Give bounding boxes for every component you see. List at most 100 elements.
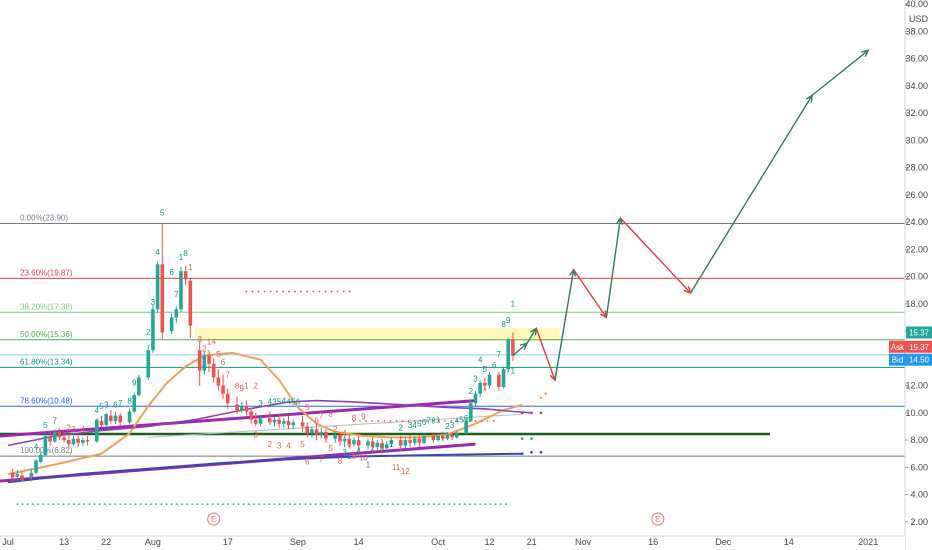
bar-count-label: 5 [300, 440, 305, 449]
candle-body [314, 429, 319, 435]
dotted-level-green [98, 503, 101, 506]
dotted-level-red [318, 290, 321, 293]
dotted-level-red-2 [419, 420, 422, 422]
time-tick-label: 13 [59, 537, 69, 547]
dotted-level-green [83, 503, 86, 506]
bar-count-label: 3 [408, 421, 413, 430]
candle-body [57, 431, 62, 438]
dotted-level-green [499, 503, 502, 506]
bar-count-label: 7 [319, 411, 324, 420]
candle-body [104, 414, 108, 426]
time-tick-label: Dec [715, 537, 732, 547]
projection-segment [554, 269, 575, 381]
bar-count-label: 2 [254, 381, 259, 390]
candle-body [455, 433, 459, 438]
upper-trendline [0, 399, 476, 438]
dotted-level-red-2 [438, 420, 440, 422]
candle-body [249, 411, 253, 420]
bar-count-label: 8 [352, 414, 357, 423]
bar-count-label: 7 [29, 475, 34, 484]
price-tick-label: 18.00 [905, 299, 928, 309]
time-axis [0, 536, 905, 550]
candle-body [310, 429, 314, 434]
dotted-level-green [463, 503, 466, 506]
dotted-level-red-2 [371, 420, 374, 422]
dotted-level-red [312, 290, 315, 293]
bar-count-label: 7 [427, 417, 432, 426]
bar-count-label: 7 [497, 350, 502, 359]
bar-count-label: 6 [422, 418, 427, 427]
dotted-level-green [340, 503, 343, 506]
dotted-level-green [253, 503, 255, 506]
candle-body [202, 355, 207, 371]
dotted-level-green [175, 503, 178, 506]
candle-body [375, 442, 380, 447]
time-tick-label: 14 [354, 537, 364, 547]
candle-body [305, 426, 309, 434]
dotted-level-green [134, 503, 137, 506]
candle-body [118, 415, 122, 423]
bar-count-label: 11 [392, 463, 401, 472]
candle-body [417, 438, 422, 443]
bar-count-label: 7 [118, 399, 123, 408]
time-tick-label: 2021 [858, 537, 878, 547]
dotted-level-green [31, 503, 34, 506]
projected-dot [520, 452, 524, 456]
bar-count-label: 3 [272, 398, 277, 407]
dotted-level-green [155, 503, 158, 506]
price-tick-label: 32.00 [905, 108, 928, 118]
candle-body [389, 440, 394, 445]
dotted-level-red-2 [450, 420, 453, 422]
candle-body [146, 350, 151, 378]
projection-segment [689, 95, 813, 294]
candle-body [408, 440, 412, 443]
projected-dot [520, 437, 524, 441]
fib-level-label: 23.60%(19.87) [20, 268, 73, 277]
price-badge [906, 326, 932, 339]
bar-count-label: 5 [160, 208, 165, 217]
price-badge-tag [889, 340, 906, 353]
bar-count-label: 8 [501, 320, 506, 329]
dotted-level-green [484, 503, 487, 506]
price-badge-tag [889, 353, 906, 366]
dotted-level-green [170, 503, 173, 506]
dotted-level-green [258, 503, 260, 506]
dotted-level-green [422, 503, 425, 506]
price-badge-value: 15.37 [909, 343, 930, 352]
dotted-level-green [124, 503, 127, 506]
price-badge-name: Bid [892, 356, 904, 365]
dotted-level-red-2 [395, 420, 398, 422]
dotted-level-green [88, 503, 91, 506]
earnings-marker[interactable] [651, 512, 665, 526]
dotted-level-red [342, 290, 345, 293]
price-badge-value: 15.37 [909, 328, 930, 337]
dotted-level-green [407, 503, 410, 506]
bar-count-label: 5 [216, 350, 221, 359]
dotted-level-red [324, 290, 327, 293]
projected-dot [530, 411, 533, 415]
price-tick-label: 30.00 [905, 135, 928, 145]
dotted-level-red [263, 290, 266, 293]
candle-body [239, 406, 244, 411]
candle-body [34, 460, 38, 473]
dotted-level-red-2 [413, 420, 416, 422]
dotted-level-green [268, 503, 271, 506]
dotted-level-green [278, 503, 281, 506]
time-tick-label: Oct [431, 537, 446, 547]
earnings-marker[interactable] [207, 512, 221, 526]
candle-body [95, 419, 99, 442]
projection-segment [619, 217, 692, 294]
dotted-level-red-2 [401, 420, 404, 422]
bar-count-label: 9 [352, 452, 357, 461]
bar-count-label: 5 [43, 421, 48, 430]
bar-count-label: 1 [483, 383, 488, 392]
bar-count-label: 6 [169, 268, 174, 277]
price-tick-label: 28.00 [905, 163, 928, 173]
candle-body [445, 434, 450, 439]
dotted-level-red-2 [377, 420, 380, 422]
fib-level-label: 61.80%(13.34) [20, 357, 73, 366]
candle-body [38, 455, 43, 462]
dotted-level-green [109, 503, 111, 506]
time-tick-label: 16 [648, 537, 658, 547]
